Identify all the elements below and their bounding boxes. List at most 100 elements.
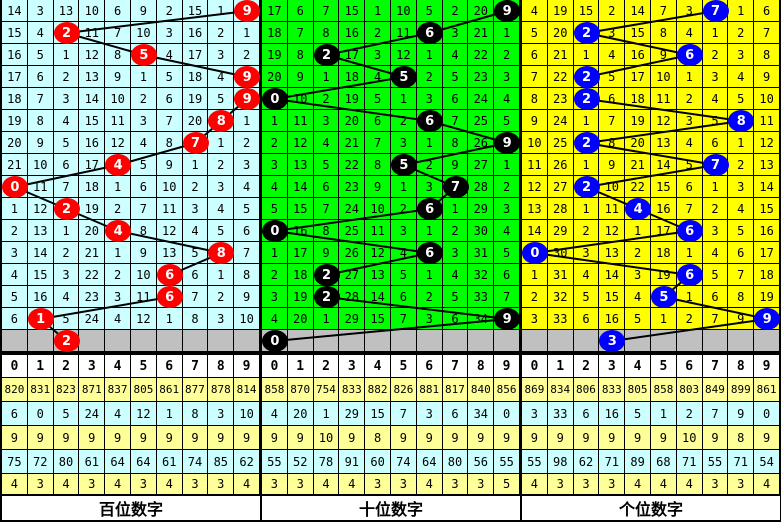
- stat-cell: 56: [468, 450, 495, 474]
- stat-cell: 861: [754, 378, 780, 402]
- digit-header: 1: [27, 355, 54, 378]
- miss-cell: 23: [79, 286, 106, 308]
- digit-header: 8: [208, 355, 235, 378]
- miss-cell: 10: [287, 88, 314, 110]
- miss-cell: 2: [416, 154, 443, 176]
- miss-cell: 8: [234, 264, 260, 286]
- miss-cell: 7: [156, 110, 183, 132]
- miss-cell: 12: [599, 220, 626, 242]
- stat-cell: 55: [262, 450, 288, 474]
- stat-cell: 4: [2, 474, 28, 495]
- hit-ball: 0: [261, 220, 288, 242]
- forecast-cell: [416, 330, 443, 352]
- digit-header: 6: [156, 355, 183, 378]
- miss-cell: 8: [27, 110, 54, 132]
- digit-header: 6: [416, 355, 443, 378]
- hit-ball: 8: [208, 110, 235, 132]
- miss-cell: 9: [313, 242, 340, 264]
- miss-cell: 2: [728, 154, 755, 176]
- stat-cell: 15: [365, 402, 391, 426]
- digit-header: 7: [442, 355, 469, 378]
- miss-cell: 19: [182, 88, 209, 110]
- miss-cell: 2: [391, 110, 417, 132]
- stat-cell: 9: [105, 426, 131, 450]
- miss-cell: 8: [156, 132, 183, 154]
- miss-cell: 7: [287, 22, 314, 44]
- stat-cell: 3: [599, 474, 626, 495]
- miss-cell: 1: [728, 0, 755, 22]
- digit-header: 4: [105, 355, 131, 378]
- miss-cell: 4: [494, 88, 520, 110]
- miss-cell: 27: [547, 176, 574, 198]
- stat-cell: 3: [262, 474, 288, 495]
- stat-cell: 1: [313, 402, 340, 426]
- stat-cell: 80: [442, 450, 469, 474]
- miss-cell: 3: [2, 242, 28, 264]
- miss-cell: 28: [339, 286, 366, 308]
- miss-cell: 20: [339, 110, 366, 132]
- hit-ball: 7: [702, 0, 729, 22]
- panel-tens: 17 6 7 15 1 10 5 2 20 18 7 8 16 2 11 3 21 1 19 8 17 3 12 1 4 22 2 2…: [261, 0, 521, 520]
- stat-cell: 89: [625, 450, 651, 474]
- digit-header: 9: [234, 355, 260, 378]
- miss-cell: 7: [728, 264, 755, 286]
- miss-cell: 11: [391, 22, 417, 44]
- miss-cell: 10: [105, 88, 131, 110]
- stat-cell: 2: [676, 402, 703, 426]
- miss-cell: 10: [131, 22, 157, 44]
- miss-cell: 2: [262, 264, 288, 286]
- miss-cell: 27: [468, 154, 495, 176]
- miss-cell: 1: [262, 242, 288, 264]
- miss-cell: 3: [728, 176, 755, 198]
- miss-cell: 18: [287, 264, 314, 286]
- miss-cell: 8: [105, 44, 131, 66]
- hit-ball: 7: [702, 154, 729, 176]
- stat-cell: 54: [754, 450, 780, 474]
- miss-cell: 6: [105, 0, 131, 22]
- stat-cell: 5: [625, 402, 651, 426]
- miss-cell: 4: [728, 198, 755, 220]
- stat-cell: 74: [182, 450, 209, 474]
- miss-cell: 6: [287, 0, 314, 22]
- stat-cell: 877: [182, 378, 209, 402]
- digit-header: 5: [131, 355, 157, 378]
- miss-cell: 15: [573, 0, 600, 22]
- stat-cell: 3: [287, 474, 314, 495]
- stat-cell: 74: [391, 450, 417, 474]
- miss-cell: 5: [208, 220, 235, 242]
- miss-cell: 9: [365, 176, 391, 198]
- miss-cell: 3: [416, 88, 443, 110]
- stat-cell: 8: [728, 426, 755, 450]
- miss-cell: 21: [625, 154, 651, 176]
- miss-cell: 1: [208, 0, 235, 22]
- panel-label: 百位数字: [2, 496, 260, 520]
- stat-cell: 6: [442, 402, 469, 426]
- miss-cell: 3: [262, 286, 288, 308]
- stat-cell: 34: [468, 402, 495, 426]
- stat-cell: 85: [208, 450, 235, 474]
- forecast-cell: [287, 330, 314, 352]
- miss-cell: 16: [287, 220, 314, 242]
- miss-cell: 1: [391, 88, 417, 110]
- miss-cell: 4: [208, 66, 235, 88]
- miss-cell: 6: [313, 176, 340, 198]
- miss-cell: 18: [2, 88, 28, 110]
- miss-cell: 2: [208, 286, 235, 308]
- miss-cell: 21: [468, 22, 495, 44]
- miss-cell: 8: [313, 220, 340, 242]
- stat-cell: 10: [313, 426, 340, 450]
- miss-cell: 23: [547, 88, 574, 110]
- miss-cell: 9: [754, 66, 780, 88]
- miss-cell: 2: [208, 154, 235, 176]
- hit-ball: 9: [494, 0, 521, 22]
- miss-cell: 2: [53, 242, 80, 264]
- miss-cell: 4: [599, 44, 626, 66]
- miss-cell: 15: [79, 110, 106, 132]
- forecast-cell: [391, 330, 417, 352]
- digit-header: 2: [573, 355, 600, 378]
- digit-header: 4: [625, 355, 651, 378]
- miss-cell: 12: [105, 132, 131, 154]
- miss-cell: 12: [391, 44, 417, 66]
- miss-cell: 18: [79, 176, 106, 198]
- miss-cell: 2: [234, 132, 260, 154]
